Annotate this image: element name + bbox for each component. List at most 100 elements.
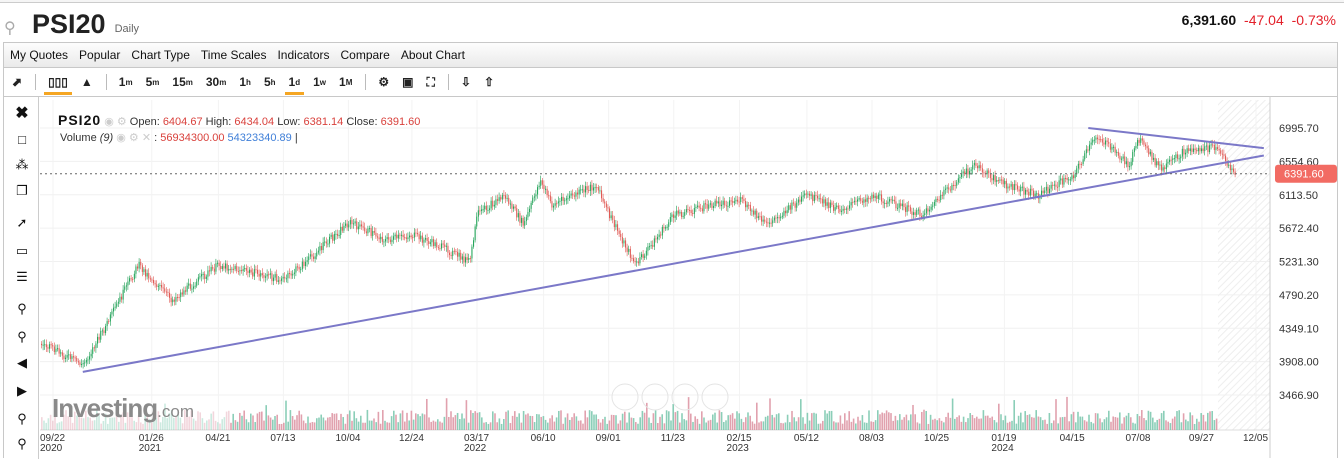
- candle-body: [292, 273, 294, 276]
- volume-bar: [835, 422, 837, 430]
- zoom-out-icon[interactable]: ⚲: [17, 329, 27, 344]
- menu-time-scales[interactable]: Time Scales: [200, 48, 267, 62]
- symbol-title: PSI20: [32, 9, 106, 39]
- candle-body: [1007, 186, 1009, 189]
- volume-bar: [903, 417, 905, 430]
- menu-chart-type[interactable]: Chart Type: [131, 48, 190, 62]
- visibility-icon[interactable]: ◉ ⚙: [104, 116, 127, 128]
- volume-bar: [595, 414, 597, 430]
- menu-popular[interactable]: Popular: [79, 48, 121, 62]
- delete-all-icon[interactable]: ⁂: [15, 157, 29, 172]
- zoom-in-icon[interactable]: ⚲: [17, 301, 27, 316]
- candle-body: [116, 303, 118, 307]
- scroll-right-icon[interactable]: ▶: [17, 383, 27, 398]
- candle-body: [1210, 144, 1212, 146]
- volume-bar: [456, 412, 459, 430]
- cursor-icon[interactable]: ⬈: [12, 75, 23, 89]
- trendline-tool-icon[interactable]: ➚: [16, 215, 28, 230]
- candle-body: [821, 198, 823, 204]
- scroll-left-icon[interactable]: ◀: [17, 355, 27, 370]
- volume-bar: [1202, 414, 1205, 430]
- candle-body: [901, 203, 903, 207]
- volume-settings-icon[interactable]: ◉ ⚙ ✕: [116, 132, 152, 144]
- volume-bar: [892, 420, 894, 430]
- chart-nav-button[interactable]: [701, 383, 729, 411]
- horizontal-lines-icon[interactable]: ☰: [16, 269, 28, 284]
- volume-bar: [503, 419, 505, 430]
- search-icon[interactable]: ⚲: [4, 20, 16, 37]
- volume-bar: [987, 415, 989, 430]
- settings-gear-icon[interactable]: ⚙: [378, 75, 390, 89]
- menu-my-quotes[interactable]: My Quotes: [10, 48, 69, 62]
- candle-body: [388, 237, 390, 240]
- volume-bar: [1163, 410, 1165, 430]
- chart-area[interactable]: ✖ □ ⁂ ❐ ➚ ▭ ☰ ⚲ ⚲ ◀ ▶ ⚲ ⚲: [3, 96, 1338, 459]
- candle-body: [89, 356, 91, 360]
- volume-bar: [639, 417, 641, 430]
- menu-about-chart[interactable]: About Chart: [400, 48, 465, 62]
- download-icon[interactable]: ⇩: [460, 75, 471, 89]
- delete-drawing-icon[interactable]: □: [18, 132, 26, 147]
- x-tick-label: 03/17: [464, 433, 489, 444]
- volume-bar: [676, 410, 679, 430]
- candle-body: [193, 286, 195, 289]
- candle-body: [813, 195, 815, 202]
- volume-bar: [1064, 416, 1066, 430]
- candle-body: [781, 215, 783, 217]
- candle-body: [495, 199, 497, 205]
- candle-body: [210, 267, 212, 272]
- candle-body: [695, 206, 697, 209]
- candle-body: [1021, 186, 1023, 188]
- price-change: -47.04: [1244, 12, 1284, 28]
- candle-body: [1055, 184, 1057, 187]
- candle-body: [98, 336, 100, 340]
- interval-30m[interactable]: 30 m: [206, 69, 226, 95]
- volume-bar: [448, 416, 450, 430]
- clone-icon[interactable]: ❐: [16, 183, 28, 198]
- volume-bar: [1075, 422, 1077, 430]
- candle-body: [727, 205, 729, 207]
- upload-icon[interactable]: ⇧: [483, 75, 495, 89]
- menu-indicators[interactable]: Indicators: [277, 48, 330, 62]
- candle-body: [1010, 184, 1012, 187]
- candle-body: [665, 227, 667, 229]
- volume-bar: [932, 419, 934, 430]
- volume-bar: [978, 418, 980, 430]
- volume-bar: [1081, 416, 1084, 430]
- chart-nav-button[interactable]: [641, 383, 669, 411]
- candle-body: [109, 314, 111, 322]
- camera-icon[interactable]: ▣: [402, 75, 414, 89]
- volume-bar: [1207, 412, 1209, 430]
- zoom-shrink-icon[interactable]: ⚲: [17, 436, 27, 451]
- candle-body: [1066, 177, 1068, 181]
- candle-body: [530, 202, 532, 209]
- price-legend: PSI20 ◉ ⚙ Open: 6404.67 High: 6434.04 Lo…: [58, 112, 420, 128]
- candle-body: [479, 210, 481, 212]
- candle-body: [802, 195, 804, 197]
- zoom-expand-icon[interactable]: ⚲: [17, 411, 27, 426]
- candlestick-chart-icon[interactable]: ▯▯▯: [44, 69, 72, 95]
- candle-body: [173, 299, 175, 302]
- rectangle-tool-icon[interactable]: ▭: [15, 243, 29, 258]
- candle-body: [1002, 179, 1004, 185]
- candle-body: [287, 272, 289, 279]
- candle-body: [1121, 158, 1123, 160]
- chart-nav-button[interactable]: [671, 383, 699, 411]
- menu-compare[interactable]: Compare: [340, 48, 390, 62]
- fullscreen-icon[interactable]: ⛶: [426, 74, 435, 89]
- volume-bar: [91, 420, 94, 430]
- interval-15m[interactable]: 15 m: [172, 69, 192, 95]
- chart-nav-button[interactable]: [611, 383, 639, 411]
- volume-bar: [718, 410, 721, 430]
- candle-body: [866, 197, 868, 202]
- close-icon[interactable]: ✖: [15, 105, 29, 122]
- area-chart-icon[interactable]: ▲: [80, 75, 93, 89]
